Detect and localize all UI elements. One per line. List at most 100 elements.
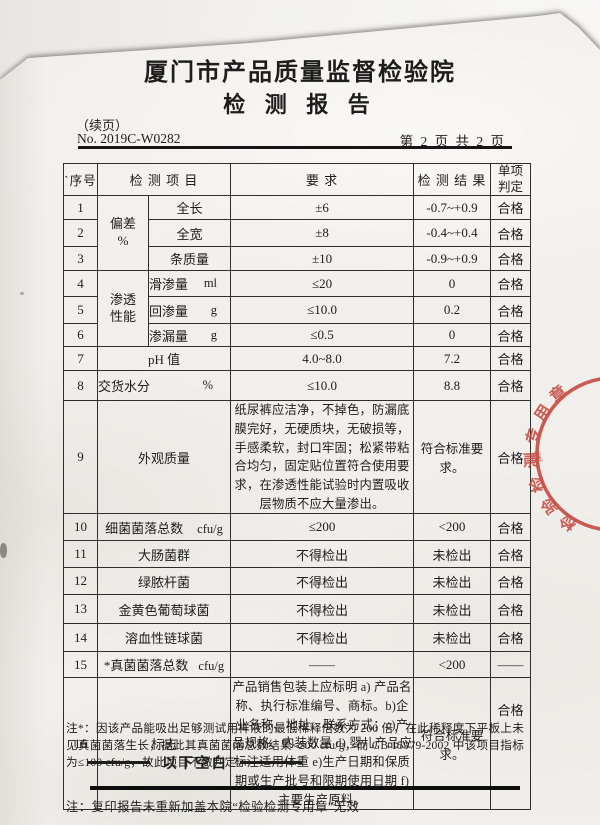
bottom-rule: [90, 786, 520, 790]
result: -0.9~+0.9: [413, 246, 492, 272]
row-no: 9: [63, 400, 98, 515]
table-row: 10 细菌菌落总数 cfu/g ≤200 <200 合格: [63, 513, 532, 542]
item-unit: g: [210, 327, 218, 342]
verdict: 合格: [490, 594, 532, 625]
row-no: 7: [63, 346, 98, 372]
report-title: 检 测 报 告: [223, 92, 377, 117]
item-unit: ml: [203, 276, 218, 291]
official-stamp: 检验检测专用章 章: [522, 376, 600, 534]
header-item: 检 测 项 目: [96, 162, 232, 197]
result: 未检出: [413, 594, 492, 625]
table-row: 8 交货水分% ≤10.0 8.8 合格: [63, 370, 532, 402]
requirement: ≤0.5: [230, 323, 415, 348]
result: -0.7~+0.9: [413, 195, 492, 221]
verdict: 合格: [490, 513, 532, 542]
requirement: 不得检出: [230, 623, 415, 653]
row-no: 2: [63, 219, 98, 248]
item-name: 渗漏量 g: [150, 326, 230, 345]
dash-line: [240, 761, 302, 764]
table-header-row: `序号 检 测 项 目 要 求 检 测 结 果 单项 判定: [63, 162, 532, 197]
table-row: 2 全宽 ±8 -0.4~+0.4 合格: [63, 219, 532, 248]
verdict: 合格: [490, 296, 532, 325]
footnote-star: 注*：因该产品能吸出足够测试用样液的最低稀释倍数为 200 倍，在此稀释度下平板…: [66, 722, 524, 769]
result: 未检出: [413, 567, 492, 596]
table-row: 3 条质量 ±10 -0.9~+0.9 合格: [63, 246, 532, 272]
item-name: 绿脓杆菌: [96, 567, 232, 596]
requirement: ±6: [230, 195, 415, 221]
table-row: 11 大肠菌群 不得检出 未检出 合格: [63, 540, 532, 569]
header-verdict: 单项 判定: [490, 162, 532, 197]
verdict: 合格: [490, 195, 532, 221]
blank-below-marker: 以下空白: [88, 752, 302, 773]
requirement: ≤200: [230, 513, 415, 542]
item-name: 全宽: [147, 219, 232, 248]
item-group: 偏差 %: [97, 195, 149, 272]
requirement: ±8: [230, 219, 415, 248]
result: 符合标准要求。: [413, 400, 492, 515]
stamp-glyph: 章: [528, 449, 544, 467]
page-indicator: 第 2 页 共 2 页: [399, 134, 506, 149]
table-row: 4 渗透 性能 滑渗量 ml ≤20 0 合格: [63, 270, 532, 348]
item-unit: cfu/g: [197, 521, 223, 536]
report-number: No. 2019C-W0282: [77, 131, 181, 146]
requirement: 不得检出: [230, 540, 415, 569]
requirement: 不得检出: [230, 567, 415, 596]
copy-invalid-note: 注：复印报告未重新加盖本院“检验检测专用章”无效: [66, 800, 360, 814]
continuation-label: （续页）: [76, 118, 129, 133]
item-name: 全长: [147, 195, 232, 221]
result: 未检出: [413, 540, 492, 569]
item-name: 外观质量: [96, 400, 232, 515]
requirement: ≤10.0: [230, 370, 415, 402]
row-no: 5: [63, 296, 98, 325]
requirement: 纸尿裤应洁净，不掉色，防漏底膜完好，无硬质块，无破损等，手感柔软，封口牢固；松紧…: [230, 400, 415, 515]
item-name: pH 值: [96, 346, 232, 372]
requirement: ≤10.0: [230, 296, 415, 325]
result: 8.8: [413, 370, 492, 402]
result: 0: [413, 270, 492, 298]
table-row: 14 溶血性链球菌 不得检出 未检出 合格: [63, 623, 532, 653]
row-no: 4: [63, 270, 98, 298]
result: 7.2: [413, 346, 492, 372]
item-name: 溶血性链球菌: [96, 623, 232, 653]
row-no: 12: [63, 567, 98, 596]
requirement: ——: [230, 651, 415, 679]
institute-title: 厦门市产品质量监督检验院: [144, 60, 456, 86]
item-name: 细菌菌落总数 cfu/g: [96, 513, 232, 542]
verdict: 合格: [490, 567, 532, 596]
header-requirement: 要 求: [230, 162, 415, 197]
item-name: 大肠菌群: [96, 540, 232, 569]
header-seq: `序号: [63, 162, 98, 197]
item-name: 金黄色葡萄球菌: [96, 594, 232, 625]
item-name: 交货水分%: [99, 376, 230, 395]
table-row: 15 *真菌菌落总数 cfu/g —— <200 ——: [63, 651, 532, 679]
item-unit: g: [210, 302, 218, 317]
header-result: 检 测 结 果: [413, 162, 492, 197]
row-no: 8: [63, 370, 98, 402]
requirement: 不得检出: [230, 594, 415, 625]
scan-smudge: [0, 543, 7, 558]
results-table: `序号 检 测 项 目 要 求 检 测 结 果 单项 判定 1 偏差 % 全长 …: [63, 162, 532, 811]
result: <200: [413, 513, 492, 542]
result: 0.2: [413, 296, 492, 325]
blank-below-label: 以下空白: [162, 756, 228, 772]
table-row: 13 金黄色葡萄球菌 不得检出 未检出 合格: [63, 594, 532, 625]
table-row: 9 外观质量 纸尿裤应洁净，不掉色，防漏底膜完好，无硬质块，无破损等，手感柔软，…: [63, 400, 532, 515]
result: -0.4~+0.4: [413, 219, 492, 248]
result: 未检出: [413, 623, 492, 653]
result: <200: [413, 651, 492, 679]
item-unit: cfu/g: [198, 659, 225, 674]
scan-speck: [20, 292, 24, 295]
requirement: ≤20: [230, 270, 415, 298]
item-unit: %: [202, 378, 214, 393]
row-no: 10: [63, 513, 98, 542]
row-no: 14: [63, 623, 98, 653]
verdict: 合格: [490, 346, 532, 372]
requirement: ±10: [230, 246, 415, 272]
header-rule: [78, 146, 512, 149]
table-row: 7 pH 值 4.0~8.0 7.2 合格: [63, 346, 532, 372]
verdict: 合格: [490, 246, 532, 272]
verdict: 合格: [490, 400, 532, 515]
table-row: 1 偏差 % 全长 ±6 -0.7~+0.9 合格: [63, 195, 532, 272]
